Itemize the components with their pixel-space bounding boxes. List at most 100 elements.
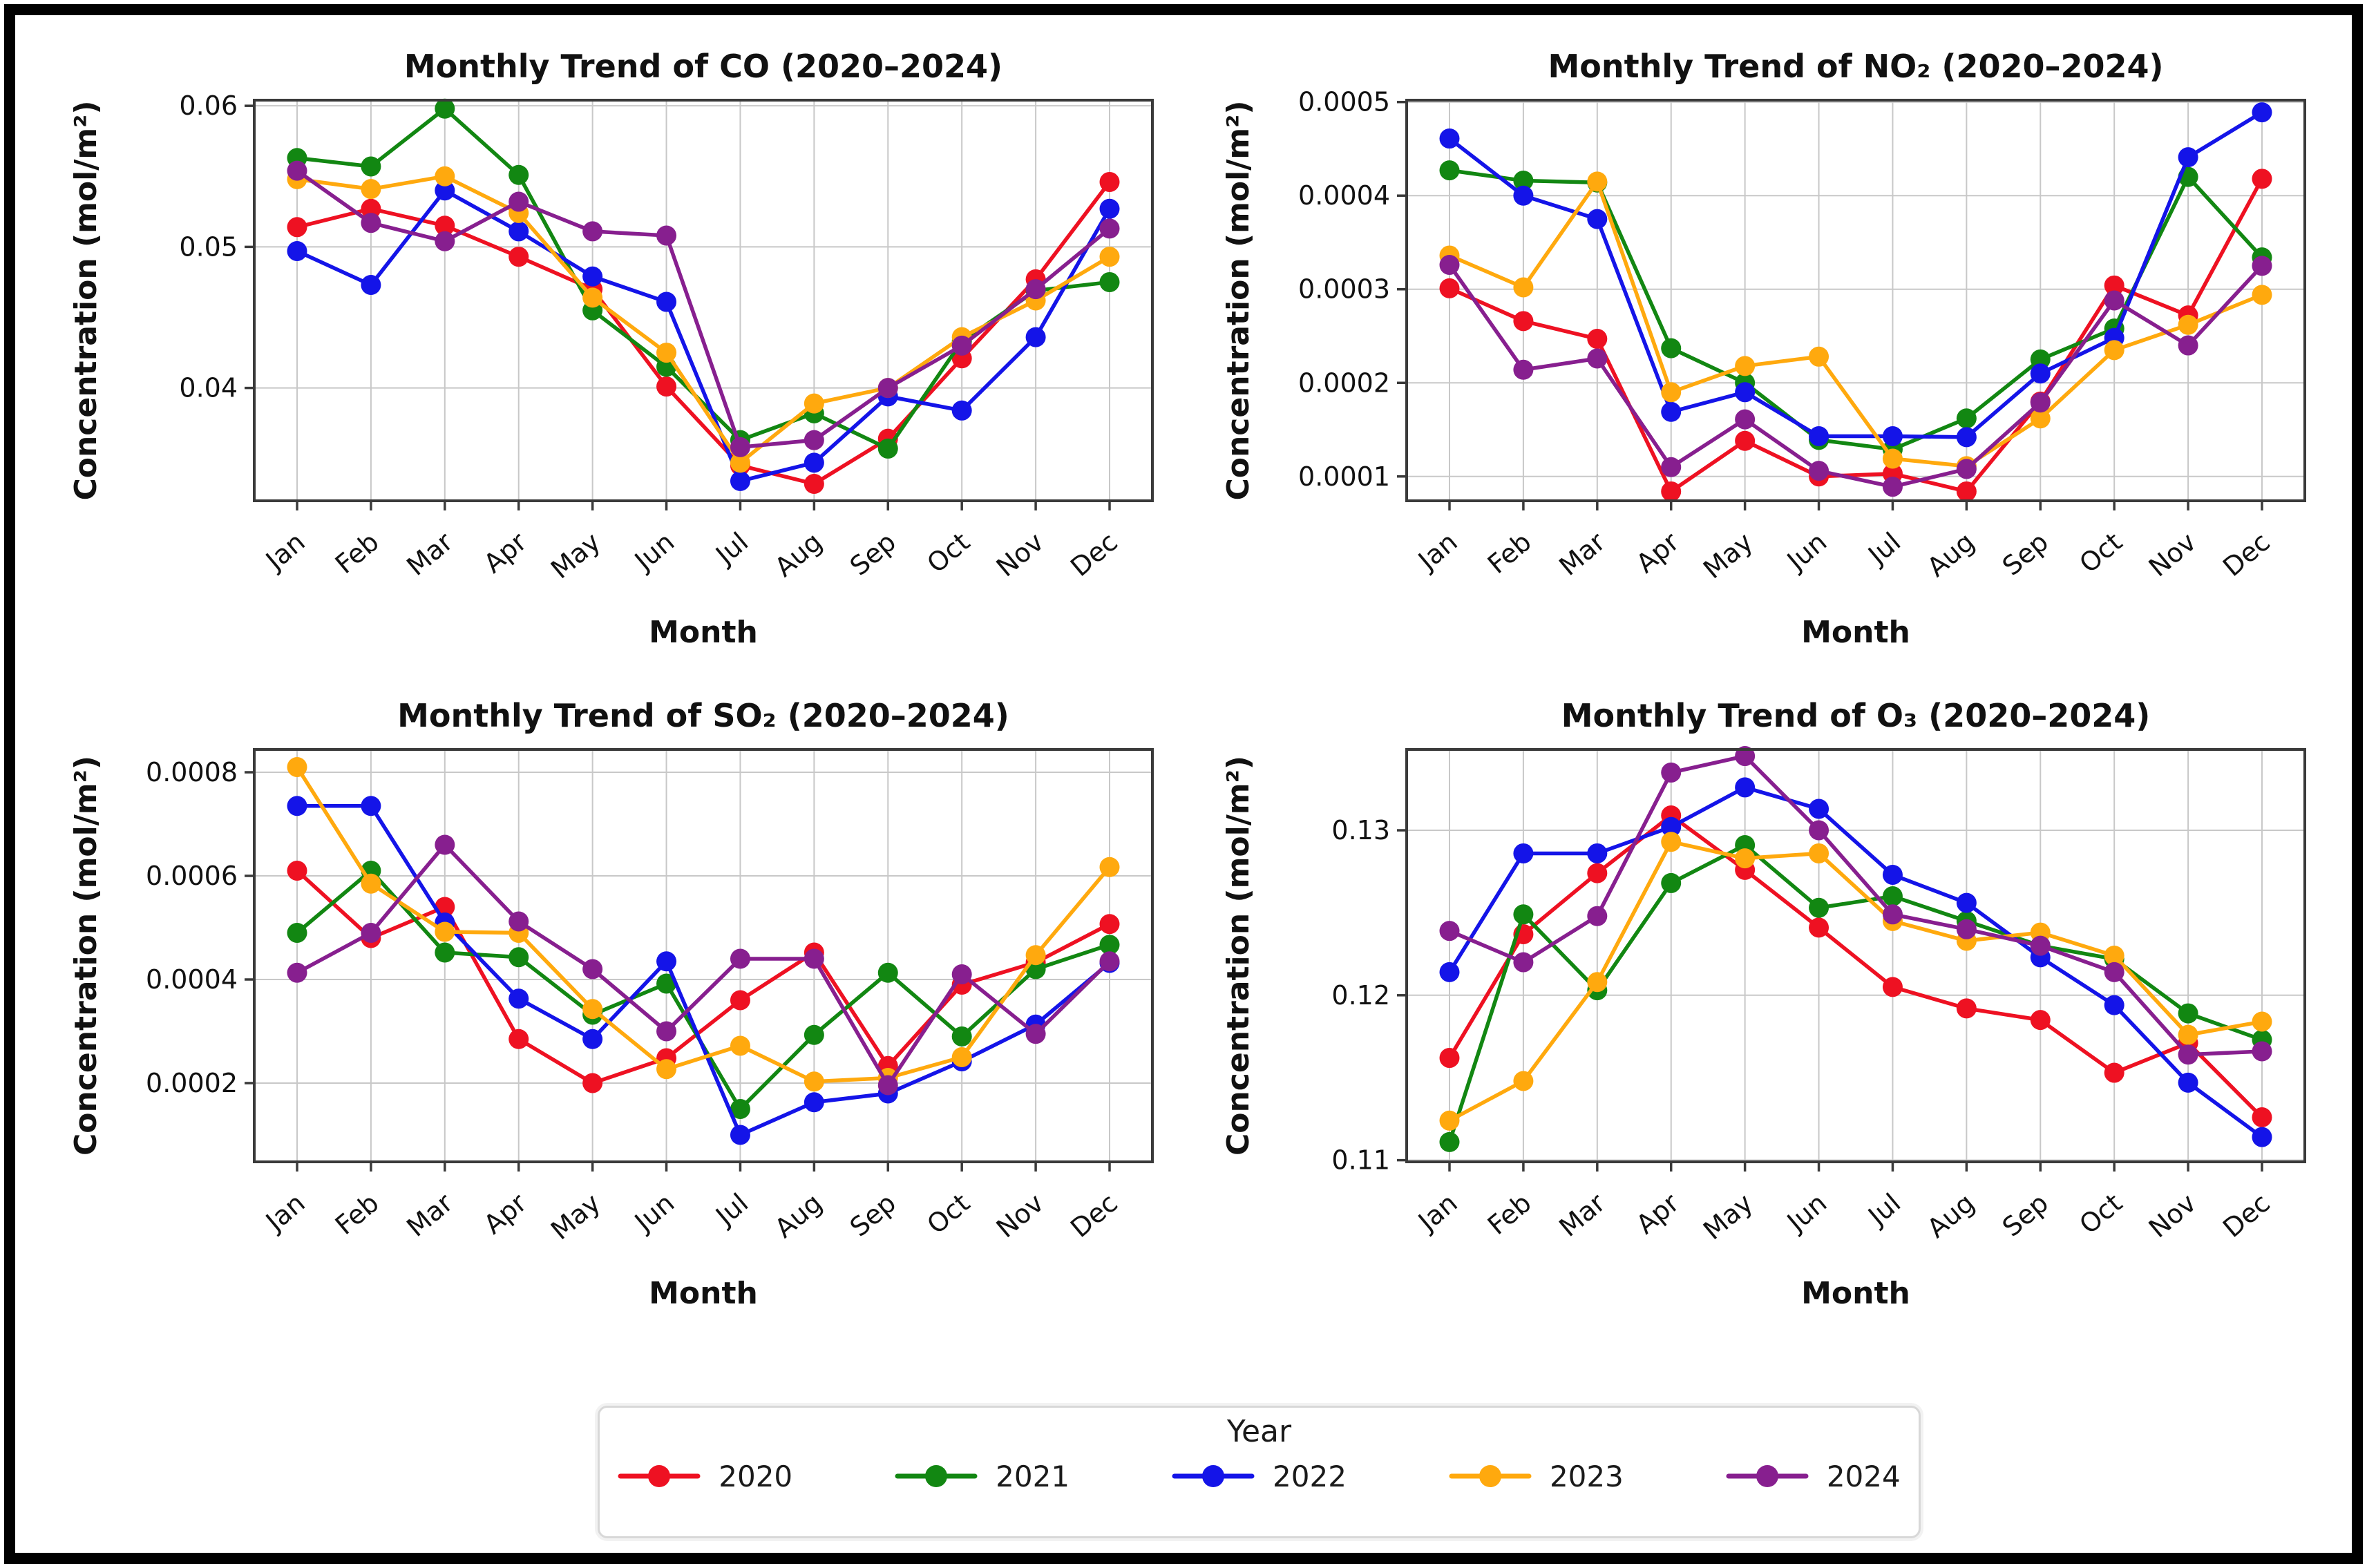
series-2022-marker [951,400,972,421]
series-2022-marker [1439,962,1460,982]
series-2020-marker [287,861,307,881]
series-2024-marker [656,1021,677,1042]
legend-line-marker-icon [1172,1465,1255,1488]
series-2024-marker [2030,935,2051,956]
legend-entry-2021: 2021 [895,1460,1070,1493]
x-tick-label: Jan [259,1187,311,1238]
series-2022-marker [1956,892,1977,913]
x-tick-label: Jan [1411,526,1463,577]
series-2024-line [295,169,1112,450]
x-tick-label: Dec [1065,1187,1123,1243]
x-tick-label: Aug [769,1187,828,1243]
x-tick-label: Oct [921,1187,976,1240]
legend-entry-label: 2022 [1273,1459,1347,1493]
series-2024-marker [508,911,529,932]
series-2022-marker [1661,401,1682,422]
series-2023-marker [1513,277,1534,298]
series-2020-marker [1587,329,1608,350]
series-2022-marker [804,452,824,473]
series-2024 [287,160,1120,457]
series-2024-marker [2104,962,2124,982]
series-2022-marker [508,988,529,1009]
series-2022-marker [1809,799,1829,819]
series-2020-marker [804,473,824,494]
series-2020-marker [1099,171,1120,192]
x-tick-label: Mar [401,526,458,582]
y-tick-label: 0.06 [179,90,238,121]
legend-entries: 2020 2021 2022 2023 2024 [618,1459,1901,1493]
series-2023-line [295,765,1112,1084]
series-2020-marker [2104,1062,2124,1083]
series-2024-marker [2252,1041,2272,1062]
x-tick-label: Mar [1553,526,1610,582]
x-tick-label: Nov [2143,1187,2202,1243]
series-2021-marker [287,923,307,943]
series-2023-marker [1587,972,1608,993]
legend-entry-label: 2020 [719,1459,793,1493]
x-tick-label: Oct [2073,1187,2128,1240]
x-tick-label: Aug [1921,526,1980,582]
legend-line-marker-icon [1726,1465,1809,1488]
series-2021-marker [1661,338,1682,358]
series-2024-marker [1025,279,1046,300]
series-2022-marker [1735,777,1756,798]
series-2020-marker [508,247,529,267]
series-2024-marker [1661,762,1682,783]
series-2022-marker [582,266,603,287]
y-tick-label: 0.04 [179,373,238,403]
x-tick-label: Mar [1553,1187,1610,1243]
series-2023-marker [1025,945,1046,966]
series-2024-line [1447,262,2264,489]
series-2024-marker [877,1075,898,1096]
chart-title: Monthly Trend of NO₂ (2020–2024) [1548,48,2163,85]
y-axis-label: Concentration (mol/m²) [1221,756,1256,1156]
series-2022 [1439,777,2272,1147]
series-2024-marker [1882,477,1903,497]
series-2023 [287,166,1120,473]
series-2023-marker [951,1047,972,1067]
series-2021-marker [1439,160,1460,181]
series-2024-marker [1587,348,1608,369]
x-tick-label: Jun [628,526,680,577]
figure-border [4,4,2363,1564]
series-2024-marker [435,231,455,251]
series-2021-marker [656,973,677,994]
plot-spines [253,748,1154,1163]
series-2024-marker [804,948,824,969]
series-2022-marker [656,951,677,972]
x-tick-label: Jan [1411,1187,1463,1238]
series-2020-line [1447,177,2264,494]
series-2023-marker [1735,848,1756,869]
series-2024-marker [1439,921,1460,941]
series-2024-marker [1956,919,1977,939]
series-2021-marker [1882,886,1903,907]
series-2023-marker [2104,946,2124,966]
series-2022-marker [1956,427,1977,448]
series-2023-marker [804,1071,824,1092]
chart-title: Monthly Trend of SO₂ (2020–2024) [397,697,1009,734]
series-2020-marker [2104,275,2124,296]
series-2022 [287,796,1120,1145]
series-2021-marker [2030,349,2051,370]
series-2024-marker [508,191,529,212]
series-2023-marker [2178,314,2198,335]
series-2022-marker [730,1125,750,1145]
y-tick-label: 0.0003 [1298,274,1390,305]
series-2021-marker [877,962,898,983]
series-2024-marker [804,430,824,450]
series-2024-marker [361,923,381,943]
series-2022-line [1447,785,2264,1139]
series-2020-marker [730,990,750,1011]
series-2024-marker [1882,904,1903,925]
series-2023-marker [656,343,677,363]
series-2023-marker [656,1059,677,1080]
series-2023-marker [2178,1024,2198,1045]
series-2020-line [1447,813,2264,1120]
series-2021-marker [361,156,381,177]
series-2020-line [295,180,1112,486]
series-2021-marker [435,942,455,963]
legend-entry-2022: 2022 [1172,1460,1347,1493]
x-tick-label: Jul [1861,526,1906,571]
x-tick-label: Feb [1482,1187,1537,1241]
x-tick-label: May [545,1187,606,1245]
